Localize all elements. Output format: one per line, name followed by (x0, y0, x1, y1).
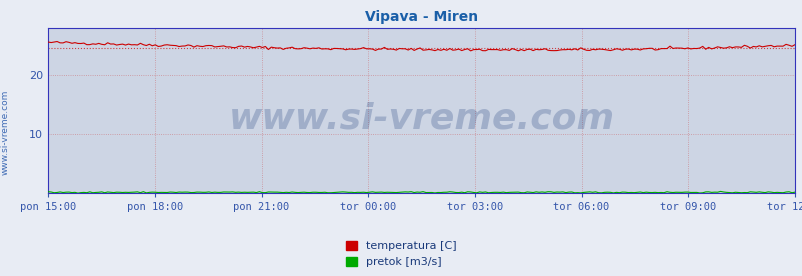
Text: www.si-vreme.com: www.si-vreme.com (0, 90, 10, 175)
Text: www.si-vreme.com: www.si-vreme.com (229, 102, 614, 136)
Title: Vipava - Miren: Vipava - Miren (365, 10, 477, 24)
Legend: temperatura [C], pretok [m3/s]: temperatura [C], pretok [m3/s] (342, 237, 460, 270)
